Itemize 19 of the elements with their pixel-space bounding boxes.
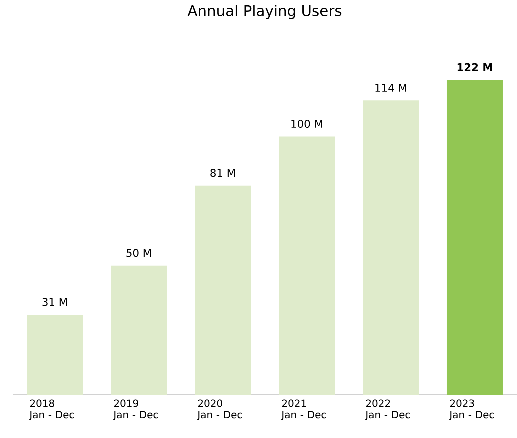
data-label: 50 M	[126, 249, 152, 258]
x-tick-label: 2018 Jan - Dec	[29, 400, 74, 420]
bar	[195, 186, 251, 395]
data-label: 100 M	[292, 120, 322, 128]
data-label: 122 M	[458, 63, 492, 72]
x-tick-label: 2021 Jan - Dec	[281, 400, 326, 420]
bar	[278, 136, 335, 395]
bar	[27, 314, 84, 395]
bar	[446, 80, 503, 395]
data-label: 114 M	[376, 84, 406, 92]
x-tick-label: 2020 Jan - Dec	[197, 400, 242, 420]
bar	[362, 100, 419, 395]
x-tick-label: 2022 Jan - Dec	[365, 400, 410, 420]
x-tick-label: 2023 Jan - Dec	[449, 400, 494, 420]
data-label: 81 M	[210, 169, 236, 178]
bar	[111, 266, 167, 395]
data-label: 31 M	[42, 298, 68, 306]
x-tick-label: 2019 Jan - Dec	[113, 400, 158, 420]
chart-title: Annual Playing Users	[188, 5, 342, 20]
